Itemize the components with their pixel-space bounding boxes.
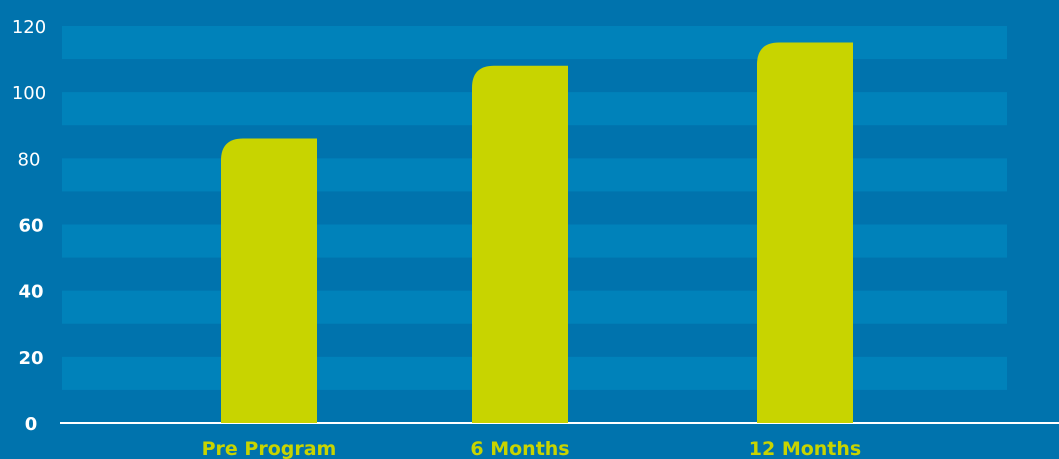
y-tick-label: 80	[18, 149, 41, 170]
y-tick-label: 60	[18, 216, 43, 237]
bar	[221, 138, 317, 423]
y-tick-label: 0	[25, 414, 38, 435]
y-tick-label: 120	[12, 17, 46, 38]
grid-band	[62, 26, 1007, 60]
x-tick-label: 6 Months	[470, 438, 569, 459]
bar	[757, 42, 853, 424]
y-tick-label: 100	[12, 83, 46, 104]
y-tick-label: 40	[18, 282, 43, 303]
x-tick-label: Pre Program	[202, 438, 337, 459]
bar	[472, 65, 568, 423]
y-tick-label: 20	[18, 348, 43, 369]
x-tick-label: 12 Months	[749, 438, 861, 459]
